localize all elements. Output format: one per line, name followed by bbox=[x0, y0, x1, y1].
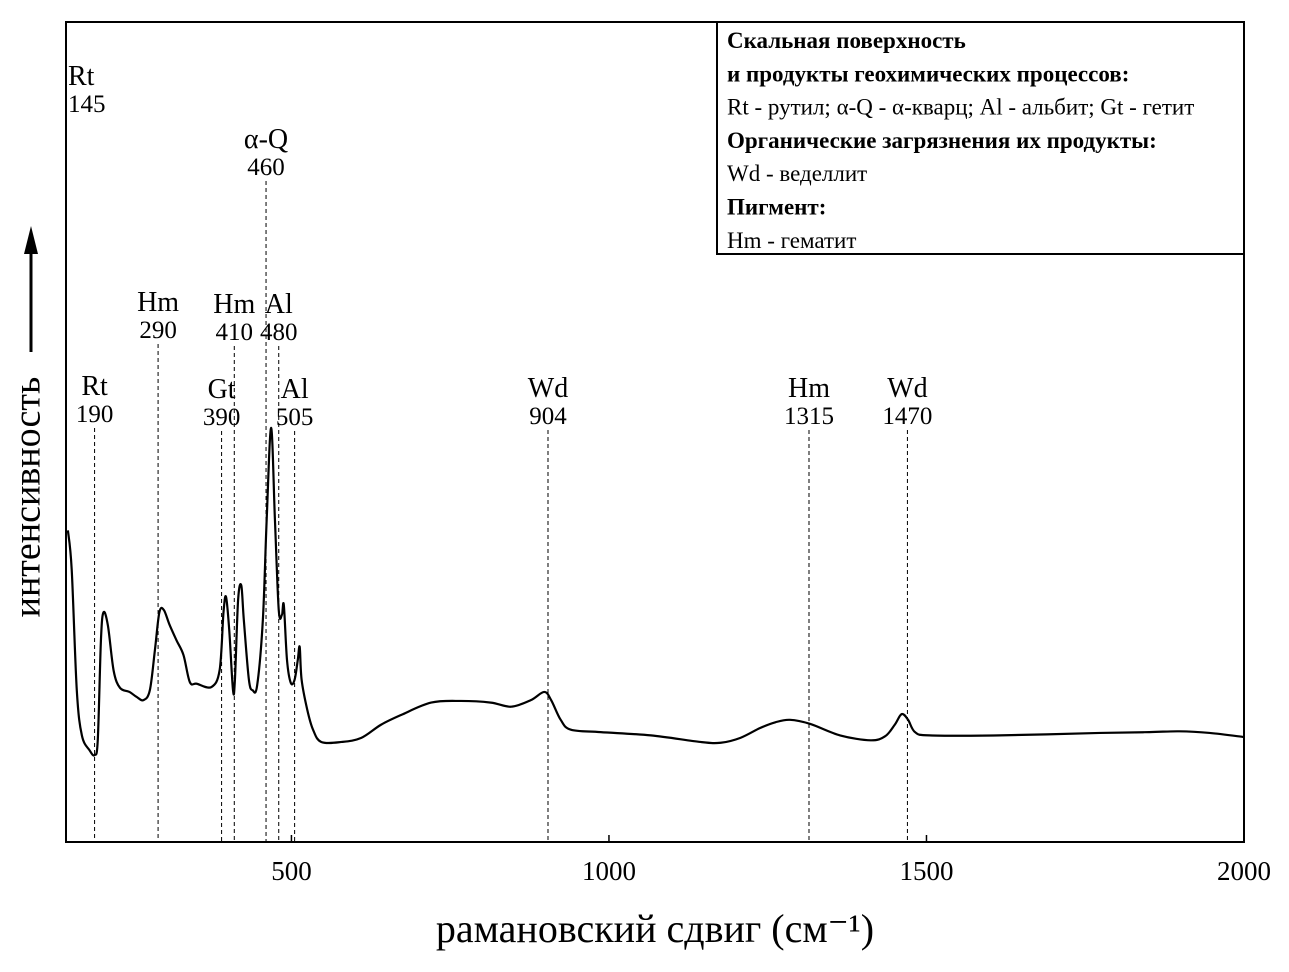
x-axis-label: рамановский сдвиг (см⁻¹) bbox=[436, 906, 874, 951]
annotation-value: 505 bbox=[276, 404, 314, 431]
legend-entry: Rt - рутил; α-Q - α-кварц; Al - альбит; … bbox=[727, 95, 1194, 120]
annotation-value: 480 bbox=[260, 319, 298, 346]
annotation-label: Rt bbox=[68, 61, 95, 92]
x-tick-label: 1500 bbox=[899, 856, 953, 886]
annotation-label: Rt bbox=[81, 371, 108, 402]
legend-entry: Пигмент: bbox=[727, 195, 826, 220]
annotation-value: 904 bbox=[529, 403, 567, 430]
x-tick-label: 1000 bbox=[582, 856, 636, 886]
annotation-value: 460 bbox=[247, 154, 285, 181]
annotation-value: 1470 bbox=[882, 403, 932, 430]
annotation-label: Gt bbox=[208, 374, 236, 405]
legend-entry: Скальная поверхность bbox=[727, 28, 966, 53]
legend-box bbox=[716, 21, 1245, 255]
annotation-label: Al bbox=[265, 289, 293, 320]
annotation-value: 145 bbox=[68, 91, 106, 118]
annotation-label: Hm bbox=[137, 287, 179, 318]
legend-entry: Hm - гематит bbox=[727, 228, 856, 253]
legend-entry: Органические загрязнения их продукты: bbox=[727, 128, 1157, 153]
plot-frame bbox=[65, 21, 1245, 843]
x-tick-label: 500 bbox=[271, 856, 312, 886]
annotation-value: 290 bbox=[139, 317, 177, 344]
annotation-label: Al bbox=[281, 374, 309, 405]
annotation-label: Hm bbox=[213, 289, 255, 320]
annotation-label: Wd bbox=[887, 373, 927, 404]
legend-entry: и продукты геохимических процессов: bbox=[727, 61, 1129, 86]
annotation-value: 190 bbox=[76, 401, 114, 428]
legend-entry: Wd - веделлит bbox=[727, 161, 867, 186]
y-arrow-head bbox=[24, 226, 38, 254]
annotation-label: Wd bbox=[528, 373, 568, 404]
annotation-label: Hm bbox=[788, 373, 830, 404]
y-axis-label: интенсивность bbox=[7, 377, 49, 618]
spectrum-line bbox=[66, 426, 1245, 757]
annotation-label: α-Q bbox=[244, 124, 288, 155]
annotation-value: 1315 bbox=[784, 403, 834, 430]
x-tick-label: 2000 bbox=[1217, 856, 1271, 886]
annotation-value: 410 bbox=[216, 319, 254, 346]
